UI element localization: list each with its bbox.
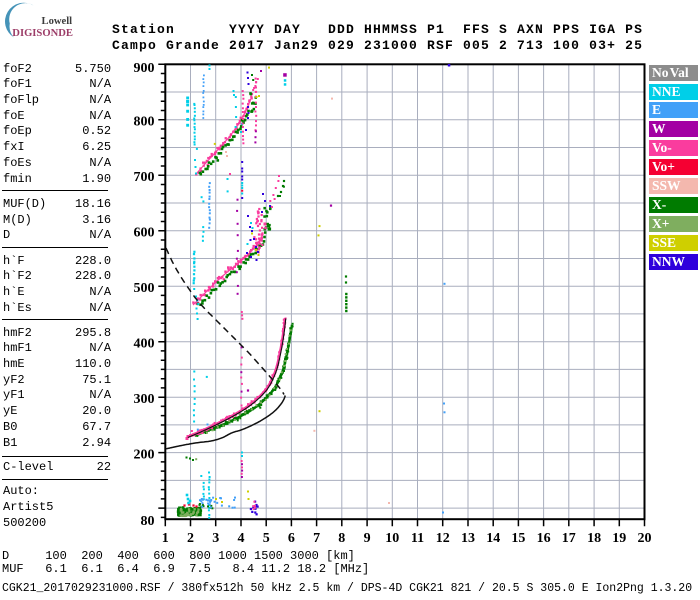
svg-text:15: 15 [511, 531, 525, 546]
svg-text:5: 5 [263, 531, 270, 546]
svg-text:500: 500 [134, 281, 155, 296]
svg-text:19: 19 [612, 531, 626, 546]
svg-text:3: 3 [212, 531, 219, 546]
svg-text:12: 12 [436, 531, 450, 546]
svg-text:300: 300 [134, 392, 155, 407]
svg-text:1: 1 [162, 531, 169, 546]
svg-text:DIGISONDE: DIGISONDE [12, 28, 73, 39]
svg-text:20: 20 [638, 531, 652, 546]
svg-text:10: 10 [385, 531, 399, 546]
svg-text:11: 11 [411, 531, 424, 546]
svg-text:2: 2 [187, 531, 194, 546]
svg-text:16: 16 [537, 531, 551, 546]
svg-text:200: 200 [134, 448, 155, 463]
svg-text:900: 900 [134, 61, 155, 76]
svg-text:17: 17 [562, 531, 576, 546]
svg-text:7: 7 [313, 531, 320, 546]
svg-text:4: 4 [238, 531, 245, 546]
svg-text:400: 400 [134, 337, 155, 352]
svg-text:8: 8 [338, 531, 345, 546]
svg-text:14: 14 [486, 531, 500, 546]
svg-text:700: 700 [134, 170, 155, 185]
svg-text:9: 9 [364, 531, 371, 546]
svg-text:800: 800 [134, 115, 155, 130]
svg-text:6: 6 [288, 531, 295, 546]
svg-text:600: 600 [134, 226, 155, 241]
svg-text:13: 13 [461, 531, 475, 546]
svg-text:Lowell: Lowell [42, 16, 73, 27]
svg-text:18: 18 [587, 531, 601, 546]
svg-text:80: 80 [141, 514, 155, 529]
